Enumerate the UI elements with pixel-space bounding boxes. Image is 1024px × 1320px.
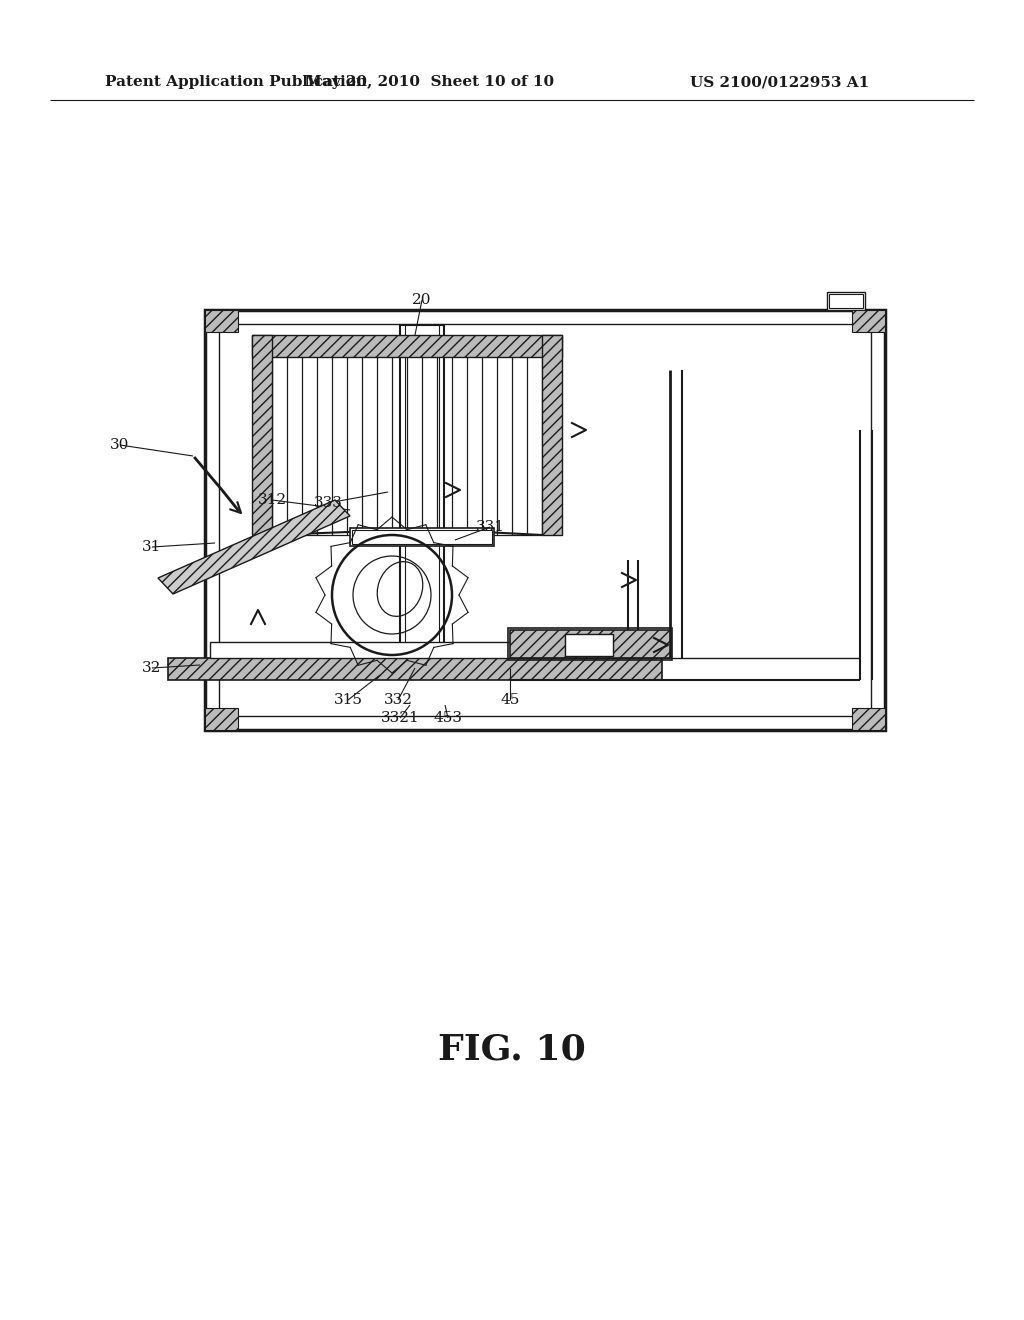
Bar bbox=[852, 310, 885, 333]
Bar bbox=[406, 325, 439, 649]
Text: 332: 332 bbox=[384, 693, 413, 708]
Text: US 2100/0122953 A1: US 2100/0122953 A1 bbox=[690, 75, 869, 88]
Bar bbox=[829, 294, 863, 308]
Text: 31: 31 bbox=[142, 540, 162, 554]
Text: Patent Application Publication: Patent Application Publication bbox=[105, 75, 367, 88]
Bar bbox=[565, 634, 613, 656]
Polygon shape bbox=[565, 634, 613, 656]
Bar bbox=[827, 292, 865, 310]
Text: May 20, 2010  Sheet 10 of 10: May 20, 2010 Sheet 10 of 10 bbox=[305, 75, 555, 88]
Bar bbox=[400, 325, 444, 649]
Bar bbox=[350, 528, 494, 546]
Bar bbox=[219, 323, 871, 715]
Text: 453: 453 bbox=[433, 711, 463, 725]
Text: 45: 45 bbox=[501, 693, 520, 708]
Bar bbox=[252, 335, 562, 356]
Text: FIG. 10: FIG. 10 bbox=[438, 1034, 586, 1067]
Text: 333: 333 bbox=[313, 496, 342, 510]
Text: 3321: 3321 bbox=[381, 711, 420, 725]
Bar bbox=[205, 708, 238, 730]
Text: 20: 20 bbox=[413, 293, 432, 308]
Bar bbox=[210, 642, 620, 657]
Bar bbox=[542, 335, 562, 535]
Polygon shape bbox=[158, 500, 350, 594]
Bar bbox=[168, 657, 662, 680]
Bar bbox=[852, 708, 885, 730]
Bar bbox=[252, 335, 272, 535]
Bar bbox=[205, 310, 238, 333]
Bar bbox=[508, 628, 672, 660]
Bar bbox=[352, 531, 492, 544]
Text: 30: 30 bbox=[111, 438, 130, 451]
Text: 312: 312 bbox=[257, 492, 287, 507]
Text: 315: 315 bbox=[334, 693, 362, 708]
Bar bbox=[205, 310, 885, 730]
Text: 331: 331 bbox=[475, 520, 505, 535]
Text: 32: 32 bbox=[142, 661, 162, 675]
Bar bbox=[510, 630, 670, 657]
